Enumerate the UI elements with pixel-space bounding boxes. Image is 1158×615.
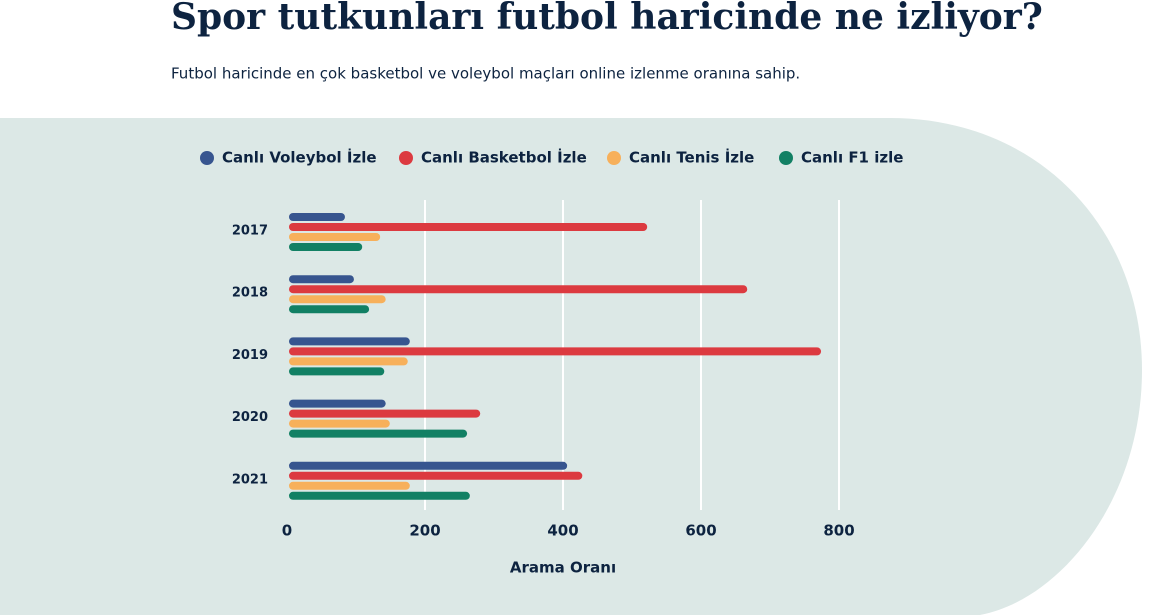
bar — [289, 275, 354, 284]
legend-label: Canlı Voleybol İzle — [222, 148, 377, 167]
bar — [289, 419, 390, 428]
bar — [289, 481, 410, 490]
bar — [289, 295, 386, 304]
x-tick-label: 800 — [823, 522, 854, 540]
legend-label: Canlı Basketbol İzle — [421, 148, 587, 167]
legend-marker — [399, 151, 413, 165]
chart-title: Spor tutkunları futbol haricinde ne izli… — [171, 0, 1043, 38]
x-tick-label: 200 — [409, 522, 440, 540]
y-tick-label: 2018 — [232, 286, 268, 301]
chart-subtitle: Futbol haricinde en çok basketbol ve vol… — [171, 65, 800, 83]
x-tick-label: 0 — [282, 522, 292, 540]
bar — [289, 367, 385, 376]
background-shape — [0, 118, 1142, 615]
y-tick-label: 2020 — [232, 410, 268, 425]
bar — [289, 357, 408, 366]
x-axis-label: Arama Oranı — [510, 559, 616, 577]
y-tick-label: 2019 — [232, 348, 268, 363]
legend-marker — [779, 151, 793, 165]
bar — [289, 243, 363, 251]
x-tick-label: 600 — [685, 522, 716, 540]
bar — [289, 223, 648, 231]
y-tick-label: 2021 — [232, 472, 268, 487]
bar — [289, 233, 381, 241]
x-tick-label: 400 — [547, 522, 578, 540]
bar — [289, 461, 568, 470]
bar — [289, 491, 470, 500]
legend-marker — [607, 151, 621, 165]
legend-marker — [200, 151, 214, 165]
bar — [289, 429, 468, 438]
bar — [289, 409, 481, 418]
legend-label: Canlı Tenis İzle — [629, 148, 754, 167]
y-tick-label: 2017 — [232, 224, 268, 239]
bar — [289, 213, 345, 221]
bar — [289, 305, 370, 314]
bar — [289, 347, 822, 356]
bar — [289, 337, 410, 346]
legend-label: Canlı F1 izle — [801, 149, 903, 167]
bar — [289, 285, 748, 294]
bar — [289, 471, 583, 480]
bar — [289, 399, 386, 408]
